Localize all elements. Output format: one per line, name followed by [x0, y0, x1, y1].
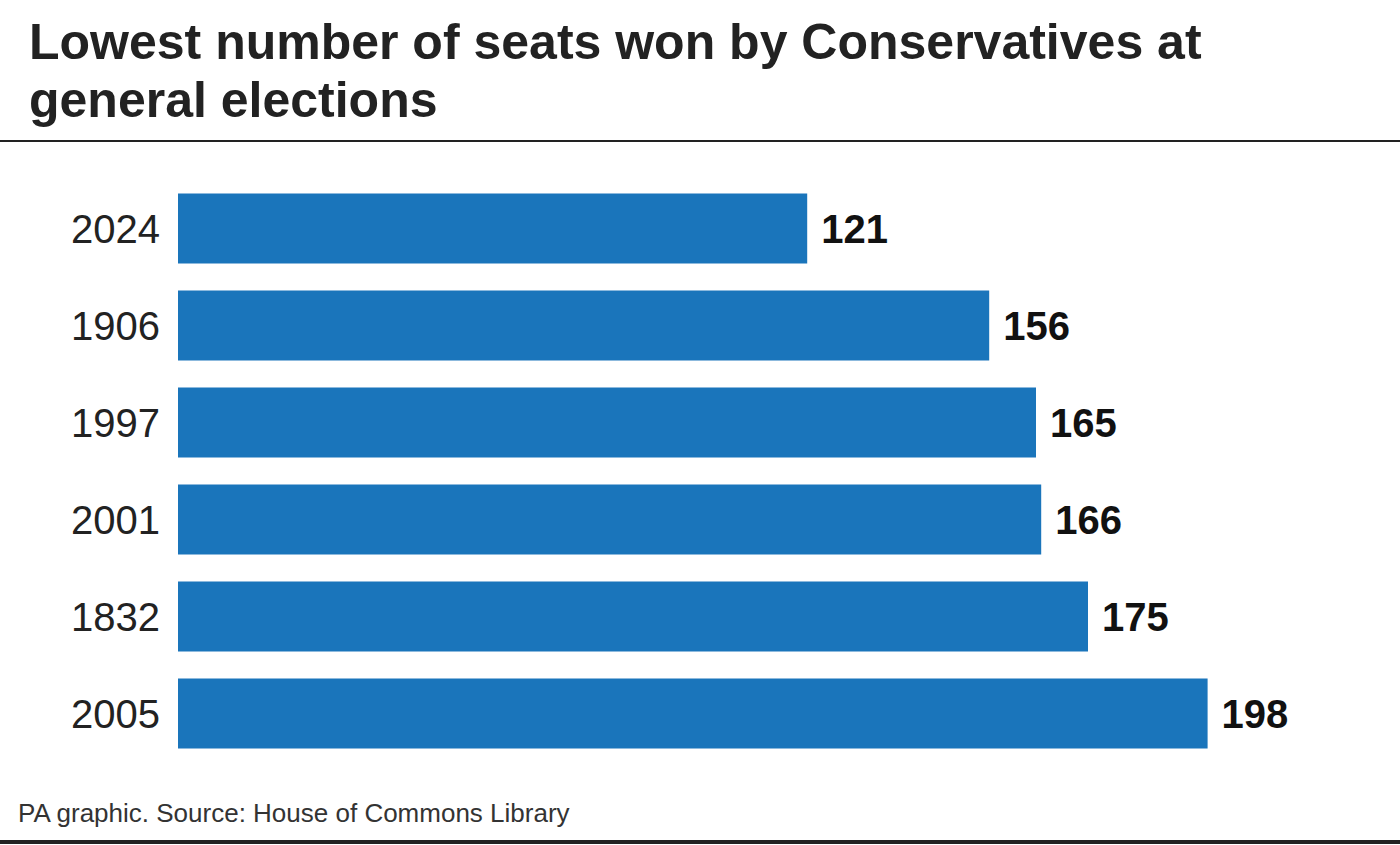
svg-text:2001: 2001: [71, 498, 160, 542]
svg-text:1832: 1832: [71, 595, 160, 639]
svg-text:175: 175: [1102, 595, 1169, 639]
svg-text:PA graphic. Source: House of C: PA graphic. Source: House of Commons Lib…: [18, 798, 570, 828]
svg-text:165: 165: [1050, 401, 1117, 445]
svg-text:general elections: general elections: [29, 72, 438, 128]
svg-text:156: 156: [1003, 304, 1070, 348]
svg-text:166: 166: [1055, 498, 1122, 542]
svg-text:1906: 1906: [71, 304, 160, 348]
svg-text:121: 121: [821, 207, 888, 251]
svg-text:198: 198: [1222, 692, 1289, 736]
svg-text:2005: 2005: [71, 692, 160, 736]
svg-text:2024: 2024: [71, 207, 160, 251]
svg-text:Lowest number of seats won by: Lowest number of seats won by Conservati…: [29, 14, 1215, 70]
svg-text:1997: 1997: [71, 401, 160, 445]
